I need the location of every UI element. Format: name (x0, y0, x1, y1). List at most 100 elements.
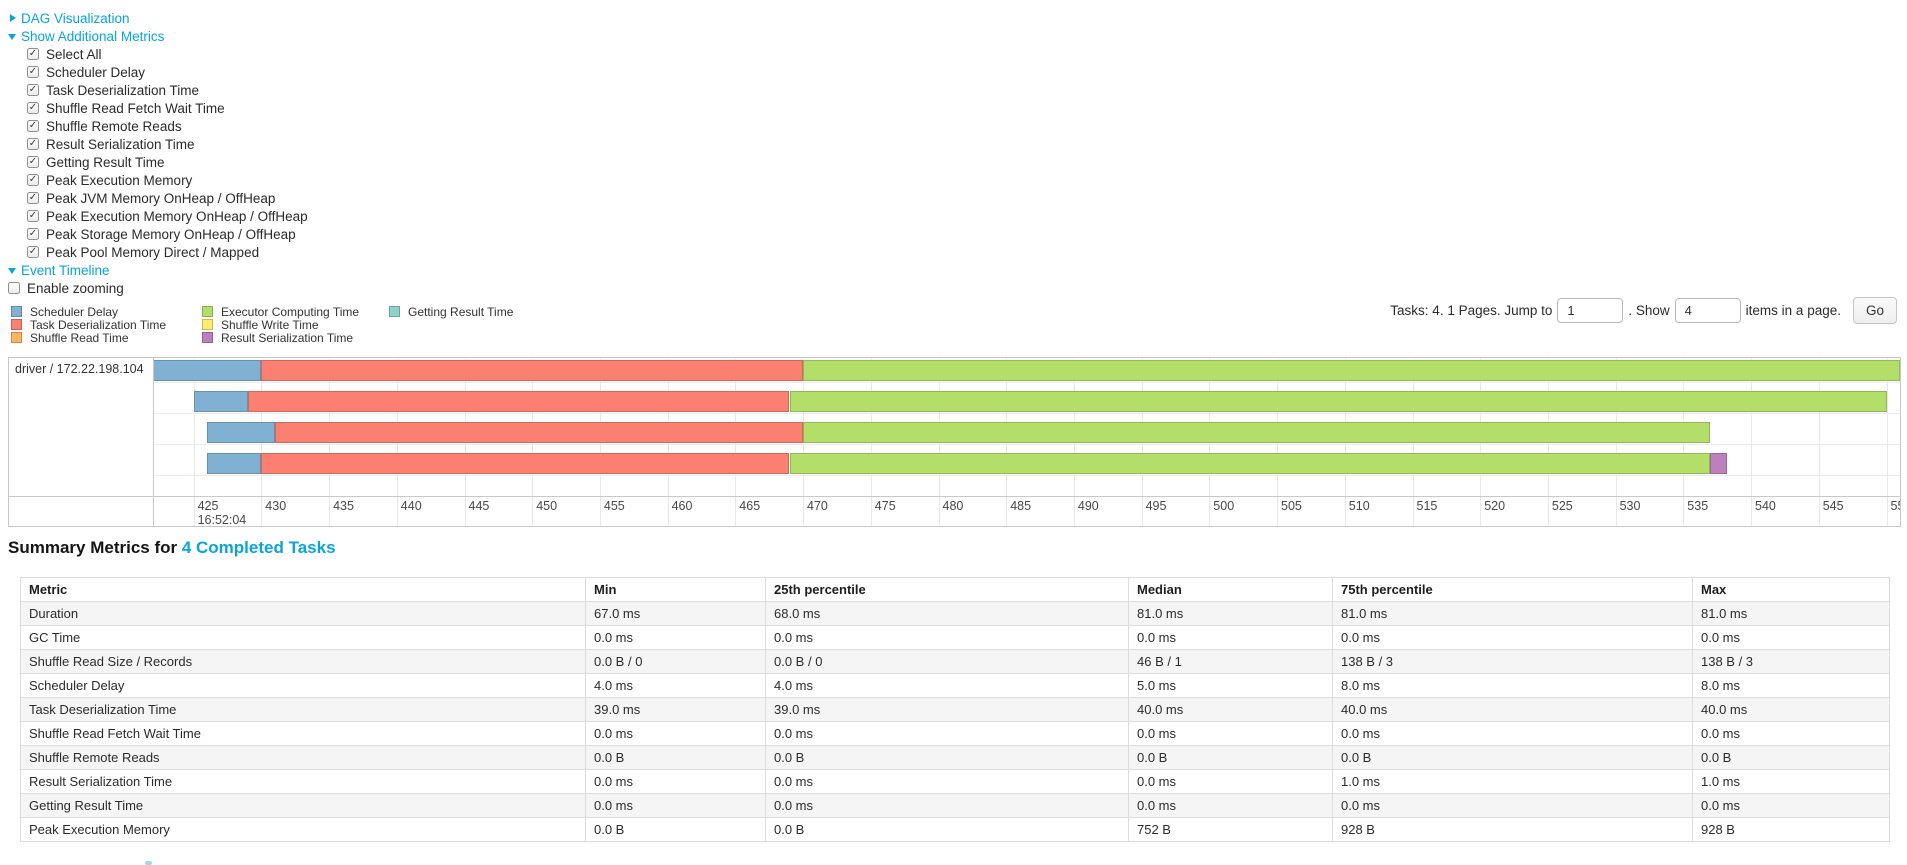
task-bar-segment-result-serialization[interactable] (1710, 453, 1727, 474)
go-button[interactable]: Go (1852, 296, 1897, 324)
metric-option-result-serialization-time[interactable]: Result Serialization Time (27, 135, 308, 153)
metric-name-cell: Scheduler Delay (20, 673, 586, 698)
metric-option-shuffle-remote-reads[interactable]: Shuffle Remote Reads (27, 117, 308, 135)
timeline-bars (153, 358, 1900, 496)
metric-value-cell: 39.0 ms (765, 697, 1129, 722)
metric-option-peak-storage-memory-onheap-offheap[interactable]: Peak Storage Memory OnHeap / OffHeap (27, 225, 308, 243)
group-column-divider (153, 358, 154, 526)
enable-zooming-option[interactable]: Enable zooming (8, 279, 308, 297)
axis-tick-label: 530 (1619, 499, 1641, 513)
metric-option-peak-pool-memory-direct-mapped[interactable]: Peak Pool Memory Direct / Mapped (27, 243, 308, 261)
metric-value-cell: 138 B / 3 (1332, 649, 1693, 674)
event-timeline-toggle[interactable]: Event Timeline (8, 261, 308, 279)
metric-option-label: Shuffle Remote Reads (46, 118, 182, 134)
checkbox-shuffle-remote-reads[interactable] (27, 120, 39, 132)
legend-item-shuffle-write-time: Shuffle Write Time (202, 318, 389, 332)
task-bar-segment-task-deserialization[interactable] (261, 453, 790, 474)
metric-option-scheduler-delay[interactable]: Scheduler Delay (27, 63, 308, 81)
checkbox-peak-execution-memory-onheap-offheap[interactable] (27, 210, 39, 222)
checkbox-peak-execution-memory[interactable] (27, 174, 39, 186)
task-bar-segment-scheduler-delay[interactable] (193, 391, 248, 412)
table-header-row: Metric Min 25th percentile Median 75th perce… (20, 577, 1890, 602)
metric-value-cell: 4.0 ms (765, 673, 1129, 698)
task-bar-segment-executor-computing[interactable] (803, 360, 1900, 381)
task-pagination: Tasks: 4. 1 Pages. Jump to . Show items … (1390, 296, 1897, 324)
axis-tick-label: 545 (1822, 499, 1844, 513)
legend-swatch-icon (202, 319, 213, 330)
metric-value-cell: 0.0 ms (585, 721, 766, 746)
task-bar-segment-scheduler-delay[interactable] (207, 422, 275, 443)
table-row-peak-execution-memory: Peak Execution Memory 0.0 B 0.0 B 752 B 928 … (20, 817, 1890, 842)
expanded-arrow-icon (8, 34, 16, 40)
timeline-legend: Scheduler Delay Task Deserialization Time… (11, 304, 513, 345)
partial-element-bottom (145, 861, 152, 865)
table-row-result-serialization-time: Result Serialization Time 0.0 ms 0.0 ms 0.0… (20, 769, 1890, 794)
page-size-input[interactable] (1674, 297, 1741, 323)
axis-tick-label: 445 (468, 499, 490, 513)
metric-value-cell: 0.0 ms (765, 721, 1129, 746)
task-bar-segment-executor-computing[interactable] (803, 422, 1711, 443)
event-timeline-chart: 425 430 435 440 445 450 455 460 465 470 475 480 485 4… (8, 357, 1901, 527)
axis-tick-label: 475 (874, 499, 896, 513)
enable-zooming-checkbox[interactable] (8, 282, 20, 294)
legend-label: Executor Computing Time (221, 304, 360, 319)
legend-item-executor-computing-time: Executor Computing Time (202, 304, 389, 319)
task-bar-segment-scheduler-delay[interactable] (207, 453, 262, 474)
metric-value-cell: 0.0 B (1692, 745, 1890, 770)
metric-option-peak-execution-memory-onheap-offheap[interactable]: Peak Execution Memory OnHeap / OffHeap (27, 207, 308, 225)
checkbox-result-serialization-time[interactable] (27, 138, 39, 150)
table-row-scheduler-delay: Scheduler Delay 4.0 ms 4.0 ms 5.0 ms 8.0 ms 8… (20, 673, 1890, 698)
task-bar-segment-executor-computing[interactable] (789, 391, 1887, 412)
column-header-metric: Metric (20, 577, 586, 602)
axis-tick-label: 425 (197, 499, 219, 513)
metric-option-peak-jvm-memory-onheap-offheap[interactable]: Peak JVM Memory OnHeap / OffHeap (27, 189, 308, 207)
event-timeline-label[interactable]: Event Timeline (21, 262, 110, 278)
checkbox-peak-jvm-memory-onheap-offheap[interactable] (27, 192, 39, 204)
metric-value-cell: 0.0 B (585, 817, 766, 842)
checkbox-task-deserialization-time[interactable] (27, 84, 39, 96)
show-additional-metrics-label[interactable]: Show Additional Metrics (21, 28, 165, 44)
task-bar-segment-task-deserialization[interactable] (274, 422, 804, 443)
checkbox-shuffle-read-fetch-wait-time[interactable] (27, 102, 39, 114)
summary-metrics-table: Metric Min 25th percentile Median 75th perce… (20, 577, 1890, 842)
metric-checkbox-list: Select All Scheduler Delay Task Deserializ… (8, 45, 308, 261)
dag-visualization-label[interactable]: DAG Visualization (21, 10, 130, 26)
metric-value-cell: 0.0 ms (1692, 721, 1890, 746)
metric-value-cell: 0.0 ms (765, 793, 1129, 818)
metric-value-cell: 0.0 B (1332, 745, 1693, 770)
completed-tasks-link[interactable]: 4 Completed Tasks (181, 538, 336, 557)
metric-value-cell: 138 B / 3 (1692, 649, 1890, 674)
checkbox-scheduler-delay[interactable] (27, 66, 39, 78)
task-bar-segment-scheduler-delay[interactable] (153, 360, 262, 381)
metric-option-peak-execution-memory[interactable]: Peak Execution Memory (27, 171, 308, 189)
task-bar-segment-task-deserialization[interactable] (247, 391, 790, 412)
metric-option-select-all[interactable]: Select All (27, 45, 308, 63)
pagination-summary-text: Tasks: 4. 1 Pages. Jump to (1390, 302, 1553, 318)
metric-option-getting-result-time[interactable]: Getting Result Time (27, 153, 308, 171)
show-additional-metrics-toggle[interactable]: Show Additional Metrics (8, 27, 308, 45)
jump-to-page-input[interactable] (1557, 297, 1624, 323)
metric-option-label: Peak JVM Memory OnHeap / OffHeap (46, 190, 276, 206)
metric-value-cell: 39.0 ms (585, 697, 766, 722)
dag-visualization-toggle[interactable]: DAG Visualization (8, 9, 308, 27)
checkbox-getting-result-time[interactable] (27, 156, 39, 168)
axis-tick-label: 435 (333, 499, 354, 513)
task-bar-segment-executor-computing[interactable] (789, 453, 1711, 474)
metric-option-shuffle-read-fetch-wait-time[interactable]: Shuffle Read Fetch Wait Time (27, 99, 308, 117)
metric-name-cell: Shuffle Remote Reads (20, 745, 586, 770)
metric-name-cell: Shuffle Read Size / Records (20, 649, 586, 674)
axis-tick-label: 535 (1687, 499, 1709, 513)
axis-tick-label: 520 (1484, 499, 1506, 513)
timeline-axis: 425 430 435 440 445 450 455 460 465 470 475 480 485 4… (9, 496, 1900, 526)
checkbox-peak-pool-memory-direct-mapped[interactable] (27, 246, 39, 258)
timeline-group-label: driver / 172.22.198.104 (15, 362, 144, 376)
legend-item-getting-result-time: Getting Result Time (389, 305, 513, 319)
checkbox-peak-storage-memory-onheap-offheap[interactable] (27, 228, 39, 240)
metric-option-task-deserialization-time[interactable]: Task Deserialization Time (27, 81, 308, 99)
metric-value-cell: 4.0 ms (585, 673, 766, 698)
task-bar-segment-task-deserialization[interactable] (261, 360, 803, 381)
metric-option-label: Peak Execution Memory (46, 172, 193, 188)
metric-value-cell: 928 B (1332, 817, 1693, 842)
checkbox-select-all[interactable] (27, 48, 39, 60)
metric-value-cell: 0.0 ms (585, 769, 766, 794)
